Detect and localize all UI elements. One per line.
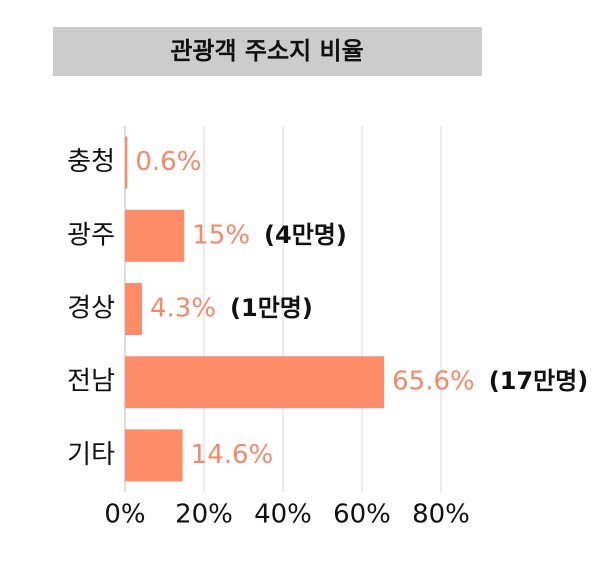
y-tick-label: 광주 — [67, 220, 115, 250]
x-tick-label: 60% — [333, 500, 391, 530]
y-tick-label: 기타 — [67, 440, 115, 470]
value-label: 4.3% — [150, 294, 216, 324]
x-tick-label: 80% — [412, 500, 470, 530]
bar — [125, 356, 385, 409]
x-tick-label: 0% — [104, 500, 145, 530]
value-label: 14.6% — [191, 440, 274, 470]
bar — [125, 429, 183, 482]
x-tick-label: 40% — [254, 500, 312, 530]
bar — [125, 209, 185, 262]
value-label: 65.6% — [392, 367, 475, 397]
x-tick-label: 20% — [175, 500, 233, 530]
y-tick-label: 충청 — [67, 147, 115, 177]
value-label: 0.6% — [135, 147, 201, 177]
bar — [125, 283, 142, 335]
title-box — [53, 27, 482, 76]
y-tick-label: 경상 — [67, 294, 115, 324]
annotation: (4만명) — [264, 221, 347, 249]
annotation: (17만명) — [489, 367, 589, 395]
value-label: 15% — [192, 220, 250, 250]
bar — [125, 136, 128, 189]
y-tick-label: 전남 — [67, 367, 115, 397]
chart-title: 관광객 주소지 비율 — [170, 37, 363, 65]
annotation: (1만명) — [230, 294, 313, 322]
